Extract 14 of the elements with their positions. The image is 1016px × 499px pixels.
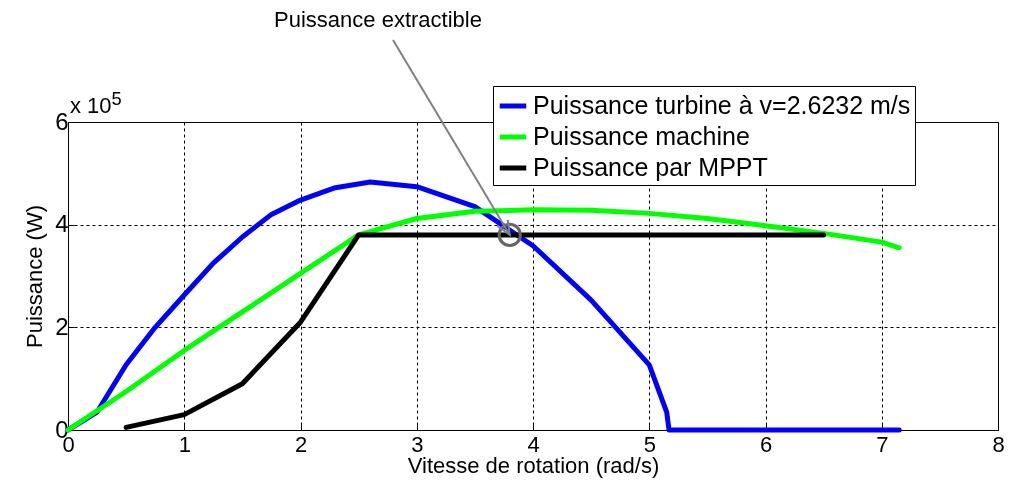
annotation: Puissance extractible — [274, 7, 482, 32]
legend-label: Puissance machine — [533, 122, 750, 150]
legend-label: Puissance turbine à v=2.6232 m/s — [533, 91, 911, 119]
x-tick-label: 1 — [178, 431, 191, 457]
y-tick-label: 4 — [55, 210, 69, 238]
x-tick-label: 2 — [294, 431, 308, 457]
y-tick-label: 2 — [55, 312, 69, 340]
y-axis-title: Puissance (W) — [22, 204, 48, 349]
x-tick-label: 7 — [876, 431, 889, 457]
y-tick-label: 6 — [55, 107, 69, 135]
x-tick-label: 8 — [992, 431, 1005, 457]
legend-label: Puissance par MPPT — [533, 153, 768, 181]
text: x 10$^{5}$ — [70, 88, 122, 120]
x-tick-label: 6 — [759, 431, 773, 457]
